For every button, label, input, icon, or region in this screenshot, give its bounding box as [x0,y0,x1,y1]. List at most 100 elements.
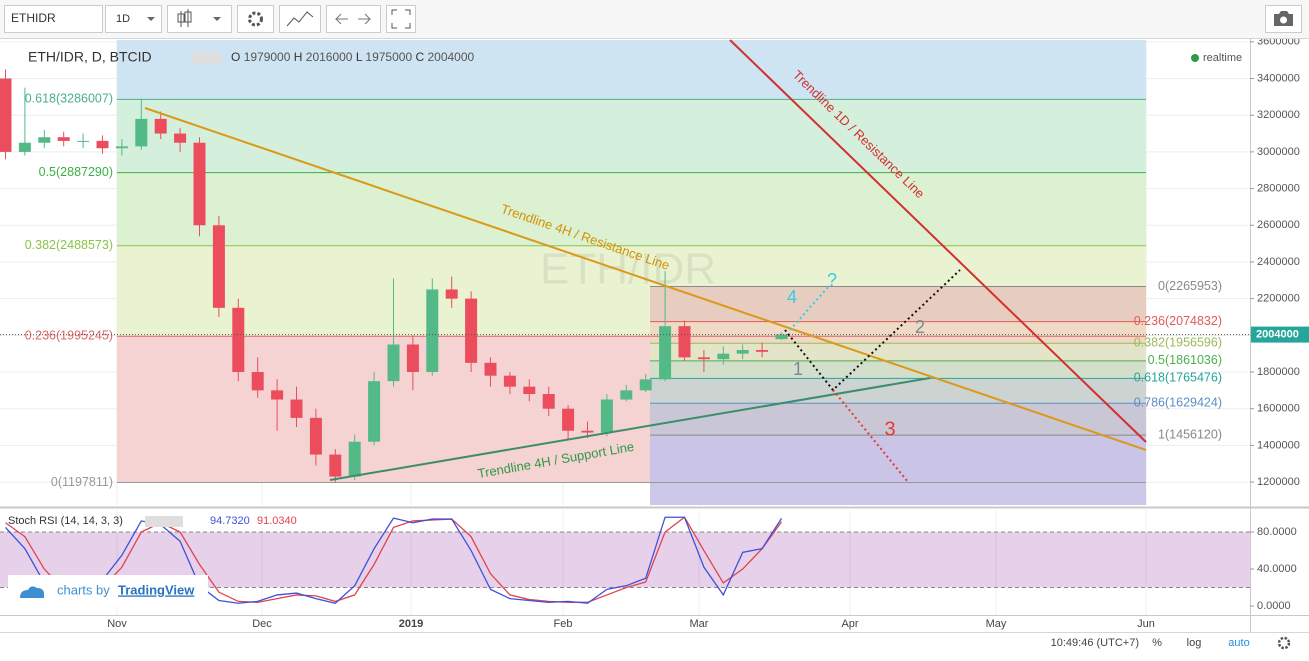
fib-band [650,435,1146,505]
ohlc: O 1979000 H 2016000 L 1975000 C 2004000 [231,50,475,64]
percent-toggle[interactable]: % [1152,637,1162,649]
resistance-4h-line [144,107,1147,451]
fib-band [650,343,1146,361]
interval-select[interactable] [105,5,162,33]
candle-body [329,454,342,477]
candle-body [18,142,31,152]
candle-body [271,390,284,400]
candle-body [678,326,691,358]
legend-header: ETH/IDR, D, BTCID O 1979000 H 2016000 L … [8,49,1242,527]
fib-label: 0.236(1995245) [25,328,113,342]
log-toggle[interactable]: log [1187,637,1202,649]
candle-body [57,137,70,141]
y-tick-label: 80.0000 [1257,526,1297,538]
fib-label: 0(1197811) [51,475,113,489]
candle-body [0,78,12,152]
candle-body [503,375,516,387]
candle-body [193,142,206,226]
branding-prefix: charts by [57,582,110,597]
x-tick-label: Apr [841,618,858,630]
gear-icon [248,11,263,27]
fullscreen-button[interactable] [386,5,416,33]
branding-link[interactable]: TradingView [118,582,195,597]
candle-body [659,326,672,380]
indicators-button[interactable] [279,5,321,33]
fib-label: 0.786(1629424) [1134,396,1222,410]
y-tick-label: 2800000 [1257,182,1300,194]
candle-icon [177,9,192,27]
fib-label: 1(1456120) [1158,427,1222,441]
candle-body [717,353,730,360]
toolbar: ETHIDR 1D [0,0,1309,39]
fib-label: 0(2265953) [1158,279,1222,293]
fib-label: 0.5(2887290) [39,165,113,179]
candle-body [212,225,225,308]
camera-lens [1280,16,1287,24]
indicator-line [5,516,783,604]
candle-body [562,408,575,431]
candle-body [600,399,613,433]
y-tick-label: 2200000 [1257,293,1300,305]
y-tick-label: 0.0000 [1257,600,1291,612]
y-tick-label: 1800000 [1257,366,1300,378]
undo-redo-icon [334,13,372,25]
ohlc-label: C [415,50,424,64]
symbol-input[interactable] [4,5,103,33]
status: realtime [1203,52,1242,64]
candle-body [290,399,303,418]
fib-label: 0.618(3286007) [25,92,113,106]
candle-body [154,118,167,134]
fib-band [117,99,1146,173]
ohlc-label: L [356,50,363,64]
fib-label: 0.5(1861036) [1148,353,1222,367]
y-tick-label: 3000000 [1257,146,1300,158]
candle-body [756,350,769,352]
auto-toggle[interactable]: auto [1228,637,1249,649]
fib-band [650,321,1146,344]
candle-body [368,381,381,442]
indicator-value: 91.0340 [257,515,297,527]
settings-button[interactable] [237,5,274,33]
footer: 10:49:46 (UTC+7) % log auto [0,632,1309,650]
candle-body [620,390,633,400]
x-tick-label: Nov [107,618,127,630]
ohlc-value: 2016000 [306,50,353,64]
candle-body [465,298,478,363]
status-dot [1191,54,1199,62]
fib-label: 0.382(1956596) [1134,336,1222,350]
candle-body [135,118,148,147]
indicators-icon [286,11,314,27]
candle-body [348,441,361,477]
y-tick-label: 40.0000 [1257,563,1297,575]
settings-icon[interactable] [1277,636,1291,650]
chart-style-button[interactable] [167,5,232,33]
fullscreen-icon [391,9,411,29]
logo [20,586,44,598]
candle-body [38,137,51,143]
candle-body [542,394,555,409]
undo-redo[interactable] [326,5,381,33]
caret [213,17,221,21]
candle-body [445,289,458,299]
ohlc-value: 1975000 [365,50,412,64]
header-icons [192,52,222,64]
branding: charts by TradingView [8,575,208,606]
fib-band [117,172,1146,246]
fib-band [650,286,1146,322]
indicator-title: Stoch RSI (14, 14, 3, 3) [8,515,123,527]
indicator-line [5,516,783,603]
y-tick-label: 1600000 [1257,403,1300,415]
band [0,532,1250,588]
support-4h-line [329,377,931,481]
last-price-box [1251,326,1309,343]
fib-band [650,378,1146,404]
x-tick-label: Feb [554,618,573,630]
y-tick-label: 3200000 [1257,109,1300,121]
candle-body [484,362,497,376]
candle-body [115,146,128,149]
candle-body [775,334,788,340]
wave-label: 4 [787,287,797,307]
chart-title: ETH/IDR, D, BTCID [28,49,152,65]
x-tick-label: Mar [690,618,709,630]
